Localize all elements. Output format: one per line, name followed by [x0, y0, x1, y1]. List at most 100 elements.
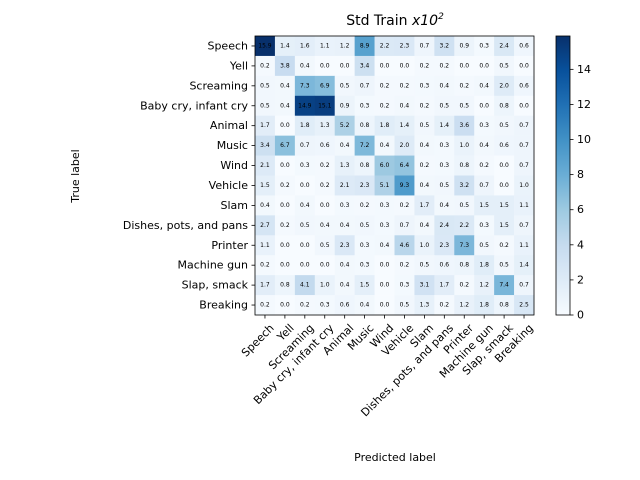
- heatmap-cell: [255, 175, 276, 196]
- heatmap-cell: [394, 275, 415, 296]
- heatmap-cell: [255, 295, 276, 316]
- heatmap-cell: [514, 175, 535, 196]
- colorbar-tick-label: 10: [577, 133, 591, 146]
- cell-value: 0.5: [499, 262, 509, 269]
- heatmap-cell: [374, 255, 395, 276]
- cell-value: 0.8: [499, 302, 509, 309]
- heatmap-cell: [314, 235, 336, 256]
- plot-frame: [254, 35, 535, 316]
- cell-value: 0.6: [519, 82, 529, 89]
- cell-value: 1.5: [499, 222, 509, 229]
- cell-value: 0.4: [280, 102, 290, 109]
- heatmap-cell: [474, 295, 495, 316]
- heatmap-cell: [294, 195, 316, 216]
- heatmap-cell: [454, 275, 475, 296]
- cell-value: 0.2: [320, 182, 330, 189]
- cell-value: 7.3: [300, 82, 310, 89]
- cell-value: 0.0: [280, 162, 290, 169]
- heatmap-cell: [294, 36, 316, 57]
- colorbar-ticks: 0 2 4 6 8 10 12 14: [570, 63, 591, 322]
- heatmap-cell: [354, 55, 375, 77]
- heatmap-cell: [255, 235, 276, 256]
- heatmap-cell: [394, 115, 415, 136]
- heatmap-cell-values: 15.9 1.4 1.6 1.1 1.2 8.9 2.2 2.3 0.7 3.2 0.9 0.3 2.4…: [258, 42, 529, 308]
- heatmap-cell: [294, 95, 316, 117]
- heatmap-cell: [314, 255, 336, 276]
- heatmap-cell: [334, 36, 355, 57]
- cell-value: 0.3: [400, 282, 410, 289]
- heatmap-cell: [494, 215, 515, 236]
- heatmap-cell: [274, 275, 296, 296]
- cell-value: 0.2: [440, 62, 450, 69]
- cell-value: 0.3: [479, 222, 489, 229]
- heatmap-cell: [394, 95, 415, 117]
- heatmap-cell: [494, 175, 515, 196]
- cell-value: 1.0: [320, 282, 330, 289]
- cell-value: 0.4: [300, 202, 310, 209]
- heatmap-cell: [294, 55, 316, 77]
- heatmap-cell: [274, 235, 296, 256]
- cell-value: 0.4: [360, 302, 370, 309]
- cell-value: 0.0: [400, 62, 410, 69]
- cell-value: 9.3: [400, 182, 410, 189]
- cell-value: 0.8: [360, 162, 370, 169]
- cell-value: 0.4: [380, 142, 390, 149]
- heatmap-cell: [434, 295, 455, 316]
- cell-value: 0.5: [420, 262, 430, 269]
- cell-value: 0.9: [459, 42, 469, 49]
- heatmap-cell: [255, 155, 276, 176]
- cell-value: 0.7: [519, 282, 529, 289]
- heatmap-cell: [314, 135, 336, 156]
- cell-value: 0.2: [420, 102, 430, 109]
- cell-value: 1.7: [420, 202, 430, 209]
- heatmap-cell: [454, 115, 475, 136]
- cell-value: 0.3: [380, 202, 390, 209]
- cell-value: 0.3: [420, 82, 430, 89]
- cell-value: 1.4: [519, 262, 529, 269]
- heatmap-cell: [274, 55, 296, 77]
- heatmap-cell: [374, 155, 395, 176]
- cell-value: 0.3: [360, 262, 370, 269]
- cell-value: 0.3: [360, 102, 370, 109]
- cell-value: 14.9: [298, 102, 312, 109]
- cell-value: 0.5: [459, 202, 469, 209]
- cell-value: 2.1: [260, 162, 270, 169]
- cell-value: 0.2: [320, 162, 330, 169]
- cell-value: 0.6: [320, 142, 330, 149]
- heatmap-cell: [414, 95, 435, 117]
- cell-value: 2.2: [459, 222, 469, 229]
- cell-value: 0.3: [479, 122, 489, 129]
- heatmap-cell: [274, 135, 296, 156]
- heatmap-cells: [255, 36, 535, 316]
- heatmap-cell: [274, 255, 296, 276]
- heatmap-cell: [255, 135, 276, 156]
- cell-value: 0.4: [440, 202, 450, 209]
- cell-value: 0.4: [280, 82, 290, 89]
- cell-value: 0.5: [300, 222, 310, 229]
- heatmap-cell: [454, 135, 475, 156]
- heatmap-cell: [334, 115, 355, 136]
- colorbar-tick-label: 2: [577, 273, 584, 286]
- cell-value: 0.4: [420, 142, 430, 149]
- heatmap-cell: [354, 95, 375, 117]
- cell-value: 0.3: [440, 142, 450, 149]
- heatmap-cell: [374, 135, 395, 156]
- cell-value: 1.0: [420, 242, 430, 249]
- heatmap-cell: [255, 75, 276, 97]
- cell-value: 0.2: [440, 302, 450, 309]
- heatmap-cell: [294, 175, 316, 196]
- y-tick-label: Animal: [210, 119, 248, 132]
- heatmap-cell: [474, 155, 495, 176]
- colorbar-frame: [555, 35, 571, 316]
- heatmap-cell: [414, 255, 435, 276]
- cell-value: 1.7: [260, 282, 270, 289]
- heatmap-cell: [274, 115, 296, 136]
- cell-value: 0.5: [340, 82, 350, 89]
- cell-value: 0.7: [420, 42, 430, 49]
- heatmap-cell: [294, 215, 316, 236]
- cell-value: 0.2: [400, 202, 410, 209]
- heatmap-cell: [454, 155, 475, 176]
- heatmap-cell: [514, 75, 535, 97]
- cell-value: 0.7: [479, 182, 489, 189]
- cell-value: 0.7: [519, 142, 529, 149]
